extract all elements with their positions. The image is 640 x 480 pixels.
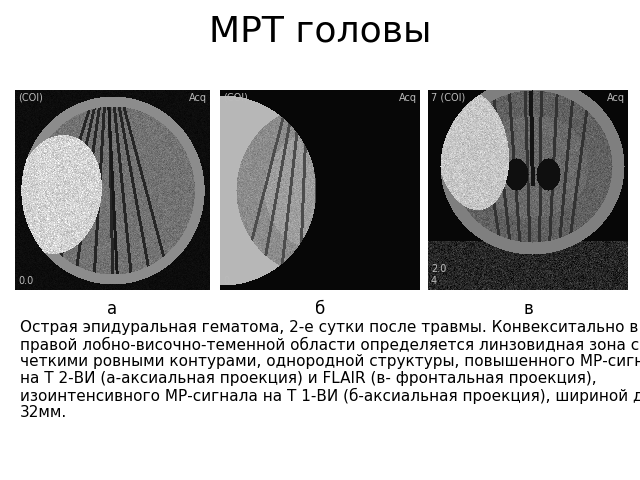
Text: Acq: Acq <box>607 93 625 103</box>
Text: Acq: Acq <box>399 93 417 103</box>
Text: а: а <box>107 300 117 318</box>
Text: б: б <box>315 300 325 318</box>
Text: Острая эпидуральная гематома, 2-е сутки после травмы. Конвекситально в: Острая эпидуральная гематома, 2-е сутки … <box>20 320 638 335</box>
Text: Acq: Acq <box>189 93 207 103</box>
Text: изоинтенсивного МР-сигнала на Т 1-ВИ (б-аксиальная проекция), шириной до: изоинтенсивного МР-сигнала на Т 1-ВИ (б-… <box>20 388 640 404</box>
Text: 32мм.: 32мм. <box>20 405 67 420</box>
Text: (COI): (COI) <box>223 93 248 103</box>
Text: МРТ головы: МРТ головы <box>209 15 431 49</box>
Text: четкими ровными контурами, однородной структуры, повышенного МР-сигнала: четкими ровными контурами, однородной ст… <box>20 354 640 369</box>
Text: 7 (COI): 7 (COI) <box>431 93 465 103</box>
Text: правой лобно-височно-теменной области определяется линзовидная зона с: правой лобно-височно-теменной области оп… <box>20 337 639 353</box>
Text: 0.0: 0.0 <box>18 276 33 286</box>
Text: 2.0
4: 2.0 4 <box>431 264 446 286</box>
Text: (COI): (COI) <box>18 93 43 103</box>
Text: в: в <box>523 300 533 318</box>
Text: 0: 0 <box>223 276 229 286</box>
Text: на Т 2-ВИ (а-аксиальная проекция) и FLAIR (в- фронтальная проекция),: на Т 2-ВИ (а-аксиальная проекция) и FLAI… <box>20 371 596 386</box>
